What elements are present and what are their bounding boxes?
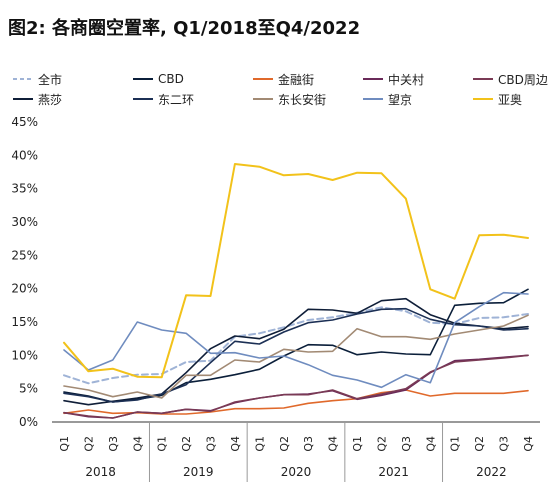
legend-swatch xyxy=(253,78,273,80)
x-tick-label: Q3 xyxy=(498,436,511,452)
legend-label: 全市 xyxy=(38,72,63,87)
chart-legend: 全市 CBD 金融街 中关村 CBD周边燕莎 东二环 东长安街 望京 亚奥 xyxy=(12,70,554,110)
chart-title: 图2: 各商圈空置率, Q1/2018至Q4/2022 xyxy=(8,18,361,39)
legend-item: 中关村 xyxy=(362,70,424,88)
legend-swatch xyxy=(13,98,33,100)
y-tick-label: 30% xyxy=(11,215,38,229)
series-line-3 xyxy=(63,354,529,419)
x-tick-label: Q3 xyxy=(107,436,120,452)
legend-item: 金融街 xyxy=(252,70,314,88)
legend-item: 东二环 xyxy=(132,90,194,108)
x-tick-label: Q1 xyxy=(156,436,169,452)
year-label: 2020 xyxy=(281,465,312,479)
legend-label: CBD周边 xyxy=(498,72,548,87)
series-line-6 xyxy=(63,307,529,403)
y-tick-label: 40% xyxy=(11,148,38,162)
series-line-0 xyxy=(63,306,529,385)
x-tick-label: Q2 xyxy=(82,436,95,452)
x-tick-label: Q4 xyxy=(327,436,340,452)
legend-label: 东长安街 xyxy=(278,92,327,107)
x-tick-label: Q2 xyxy=(473,436,486,452)
year-label: 2019 xyxy=(183,465,214,479)
year-label: 2021 xyxy=(378,465,409,479)
x-tick-label: Q2 xyxy=(180,436,193,452)
legend-item: 全市 xyxy=(12,70,62,88)
y-tick-label: 45% xyxy=(11,115,38,129)
y-tick-label: 0% xyxy=(19,415,38,429)
legend-label: 东二环 xyxy=(158,92,195,107)
legend-swatch xyxy=(133,78,153,80)
x-tick-label: Q4 xyxy=(229,436,242,452)
legend-swatch xyxy=(13,78,33,80)
x-tick-label: Q4 xyxy=(424,436,437,452)
legend-item: CBD xyxy=(132,70,184,88)
x-tick-label: Q1 xyxy=(58,436,71,452)
legend-label: 亚奥 xyxy=(498,92,523,107)
legend-swatch xyxy=(473,98,493,100)
series-line-9 xyxy=(63,163,529,379)
legend-label: 中关村 xyxy=(388,72,425,87)
x-tick-label: Q3 xyxy=(400,436,413,452)
x-tick-label: Q1 xyxy=(253,436,266,452)
year-label: 2022 xyxy=(476,465,507,479)
legend-swatch xyxy=(253,98,273,100)
series-line-4 xyxy=(63,354,529,419)
y-tick-label: 5% xyxy=(19,382,38,396)
y-tick-label: 35% xyxy=(11,182,38,196)
series-line-5 xyxy=(63,297,529,406)
x-tick-label: Q1 xyxy=(449,436,462,452)
series-line-1 xyxy=(63,288,529,403)
x-tick-label: Q1 xyxy=(351,436,364,452)
y-tick-label: 15% xyxy=(11,315,38,329)
series-line-7 xyxy=(63,314,529,399)
year-label: 2018 xyxy=(85,465,116,479)
legend-label: 燕莎 xyxy=(38,92,63,107)
legend-item: 燕莎 xyxy=(12,90,62,108)
legend-swatch xyxy=(363,98,383,100)
y-tick-label: 10% xyxy=(11,348,38,362)
x-tick-label: Q4 xyxy=(522,436,535,452)
legend-label: CBD xyxy=(158,72,184,86)
x-tick-label: Q2 xyxy=(278,436,291,452)
x-tick-label: Q3 xyxy=(205,436,218,452)
legend-label: 金融街 xyxy=(278,72,315,87)
series-line-8 xyxy=(63,291,529,389)
x-tick-label: Q4 xyxy=(131,436,144,452)
legend-item: 亚奥 xyxy=(472,90,522,108)
legend-item: 望京 xyxy=(362,90,412,108)
legend-swatch xyxy=(473,78,493,80)
legend-label: 望京 xyxy=(388,92,413,107)
y-tick-label: 20% xyxy=(11,282,38,296)
x-tick-label: Q2 xyxy=(375,436,388,452)
legend-swatch xyxy=(133,98,153,100)
legend-swatch xyxy=(363,78,383,80)
y-tick-label: 25% xyxy=(11,248,38,262)
legend-item: CBD周边 xyxy=(472,70,548,88)
x-tick-label: Q3 xyxy=(302,436,315,452)
legend-item: 东长安街 xyxy=(252,90,326,108)
